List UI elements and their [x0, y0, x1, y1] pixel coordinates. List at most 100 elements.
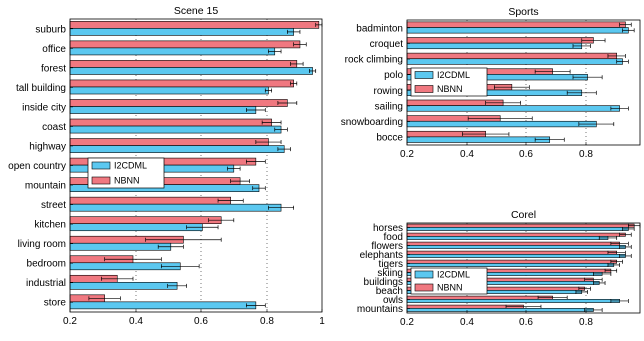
category-label: office — [42, 44, 66, 55]
category-label: industrial — [26, 278, 66, 289]
category-label: badminton — [356, 23, 403, 34]
axes-frame — [406, 222, 641, 314]
bar-nbnn — [406, 295, 553, 300]
x-tick-label: 0.2 — [63, 316, 77, 327]
bar-i2cdml — [406, 227, 629, 231]
category-label: street — [41, 200, 66, 211]
bar-i2cdml — [406, 254, 626, 258]
chart-2: horsesfoodflowerselephantstigersskiingbu… — [357, 209, 641, 328]
legend-swatch-nbnn — [414, 283, 434, 292]
bar-i2cdml — [406, 42, 583, 50]
category-label: kitchen — [34, 220, 66, 231]
category-label: coast — [42, 122, 66, 133]
bar-nbnn — [406, 259, 617, 264]
x-tick-label: 0.6 — [519, 317, 533, 328]
chart-title: Corel — [511, 209, 536, 221]
bar-i2cdml — [69, 242, 172, 251]
legend-swatch-i2cdml — [91, 161, 111, 170]
axes-frame — [406, 19, 641, 146]
category-label: forest — [41, 63, 66, 74]
bar-nbnn — [69, 99, 288, 107]
x-tick-label: 0.4 — [460, 149, 474, 160]
x-tick-label: 0.6 — [194, 316, 208, 327]
legend: I2CDML NBNN — [410, 67, 488, 97]
bar-i2cdml — [69, 125, 282, 134]
bar-nbnn — [406, 250, 617, 255]
category-label: mountain — [25, 181, 66, 192]
category-label: bedroom — [27, 259, 66, 270]
x-tick-label: 0.8 — [260, 316, 274, 327]
category-label: living room — [18, 239, 66, 250]
category-label: horses — [373, 223, 403, 234]
category-label: store — [44, 298, 67, 309]
x-tick-label: 0.2 — [400, 317, 414, 328]
bar-i2cdml — [406, 58, 623, 65]
category-label: polo — [384, 70, 403, 81]
bar-nbnn — [69, 118, 272, 127]
bar-i2cdml — [406, 120, 597, 128]
bar-nbnn — [69, 79, 294, 88]
chart-title: Scene 15 — [174, 5, 219, 17]
legend-swatch-nbnn — [91, 176, 111, 185]
category-label: beach — [376, 286, 403, 297]
legend-label-i2cdml: I2CDML — [437, 70, 470, 80]
bar-i2cdml — [406, 136, 551, 143]
bar-nbnn — [69, 138, 269, 146]
bar-nbnn — [406, 223, 635, 228]
bar-i2cdml — [69, 282, 178, 290]
x-tick-label: 1 — [319, 316, 325, 327]
x-tick-label: 0.2 — [400, 149, 414, 160]
category-label: highway — [29, 141, 66, 152]
bar-nbnn — [406, 241, 620, 246]
category-label: open country — [8, 161, 66, 172]
bar-i2cdml — [69, 86, 269, 95]
category-label: suburb — [35, 24, 66, 35]
chart-1: badminton croquet rock climbing polo rowing s… — [341, 6, 641, 160]
category-label: snowboarding — [341, 117, 403, 128]
bar-i2cdml — [69, 47, 276, 56]
x-tick-label: 0.4 — [460, 317, 474, 328]
category-label: buildings — [364, 277, 403, 288]
bar-i2cdml — [406, 299, 620, 303]
bar-i2cdml — [69, 145, 285, 153]
axes-frame — [69, 18, 323, 313]
legend: I2CDML NBNN — [410, 267, 488, 295]
legend-label-nbnn: NBNN — [114, 176, 140, 186]
category-label: tigers — [379, 259, 403, 270]
legend-label-nbnn: NBNN — [437, 84, 463, 94]
category-label: rock climbing — [345, 55, 403, 66]
bar-nbnn — [406, 232, 626, 237]
category-label: owls — [383, 295, 403, 306]
chart-title: Sports — [508, 6, 538, 18]
bar-nbnn — [69, 40, 301, 49]
bar-i2cdml — [69, 203, 282, 212]
legend-swatch-i2cdml — [414, 71, 434, 79]
category-label: inside city — [22, 102, 66, 113]
legend-label-i2cdml: I2CDML — [437, 270, 470, 280]
bar-i2cdml — [69, 106, 257, 114]
x-tick-label: 0.8 — [579, 317, 593, 328]
x-tick-label: 0.6 — [519, 149, 533, 160]
bar-i2cdml — [69, 28, 294, 36]
legend-swatch-nbnn — [414, 85, 434, 93]
category-label: tall building — [16, 83, 66, 94]
bar-nbnn — [69, 60, 298, 68]
bar-nbnn — [406, 37, 594, 44]
legend-label-nbnn: NBNN — [437, 283, 463, 293]
category-label: croquet — [370, 39, 404, 50]
bar-nbnn — [69, 196, 231, 205]
x-tick-label: 0.4 — [129, 316, 143, 327]
category-label: food — [384, 232, 403, 243]
bar-i2cdml — [406, 105, 620, 112]
category-label: bocce — [376, 133, 403, 144]
bar-i2cdml — [406, 245, 626, 249]
bar-i2cdml — [69, 67, 313, 75]
bar-nbnn — [69, 21, 320, 29]
chart-0: suburb office forest tall building inside ci… — [8, 5, 325, 327]
category-label: sailing — [375, 101, 403, 112]
category-label: elephants — [360, 250, 403, 261]
bar-i2cdml — [406, 308, 594, 312]
category-label: rowing — [374, 86, 403, 97]
